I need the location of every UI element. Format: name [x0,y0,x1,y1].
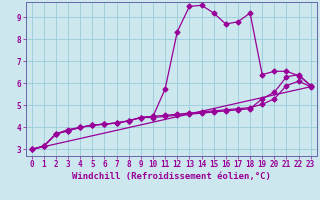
X-axis label: Windchill (Refroidissement éolien,°C): Windchill (Refroidissement éolien,°C) [72,172,271,181]
